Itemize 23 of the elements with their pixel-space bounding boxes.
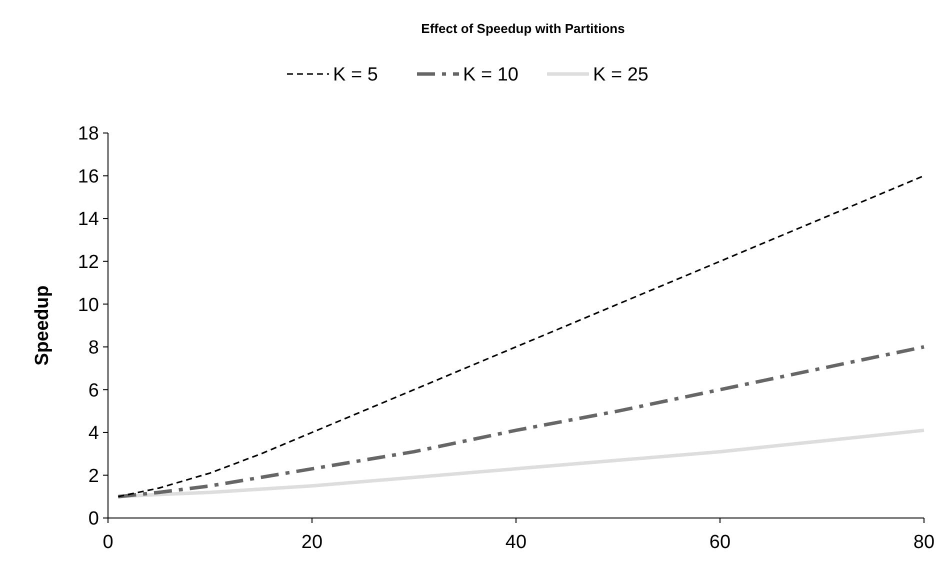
line-series (116, 428, 926, 498)
x-tick-label: 0 (102, 532, 114, 553)
x-tick-label: 40 (505, 532, 527, 553)
y-tick-label: 8 (88, 338, 99, 359)
y-tick-label: 2 (88, 466, 99, 487)
legend-label: K = 25 (593, 64, 648, 86)
legend-label: K = 10 (463, 64, 518, 86)
y-tick-label: 16 (78, 166, 99, 188)
y-tick-label: 0 (88, 508, 99, 530)
y-tick-label: 12 (78, 252, 99, 273)
x-tick-label: 20 (301, 532, 323, 553)
y-axis-title: Speedup (32, 285, 53, 366)
x-tick-label: 60 (709, 532, 731, 553)
x-tick-label: 80 (913, 532, 935, 553)
y-tick-label: 14 (78, 209, 100, 230)
line-series (116, 345, 926, 498)
y-tick-label: 18 (78, 124, 99, 145)
legend-label: K = 5 (333, 64, 378, 86)
y-tick-label: 10 (78, 294, 99, 316)
line-series (117, 174, 925, 498)
y-tick-label: 6 (88, 380, 99, 402)
y-tick-label: 4 (88, 423, 100, 444)
chart-title: Effect of Speedup with Partitions (421, 21, 625, 36)
